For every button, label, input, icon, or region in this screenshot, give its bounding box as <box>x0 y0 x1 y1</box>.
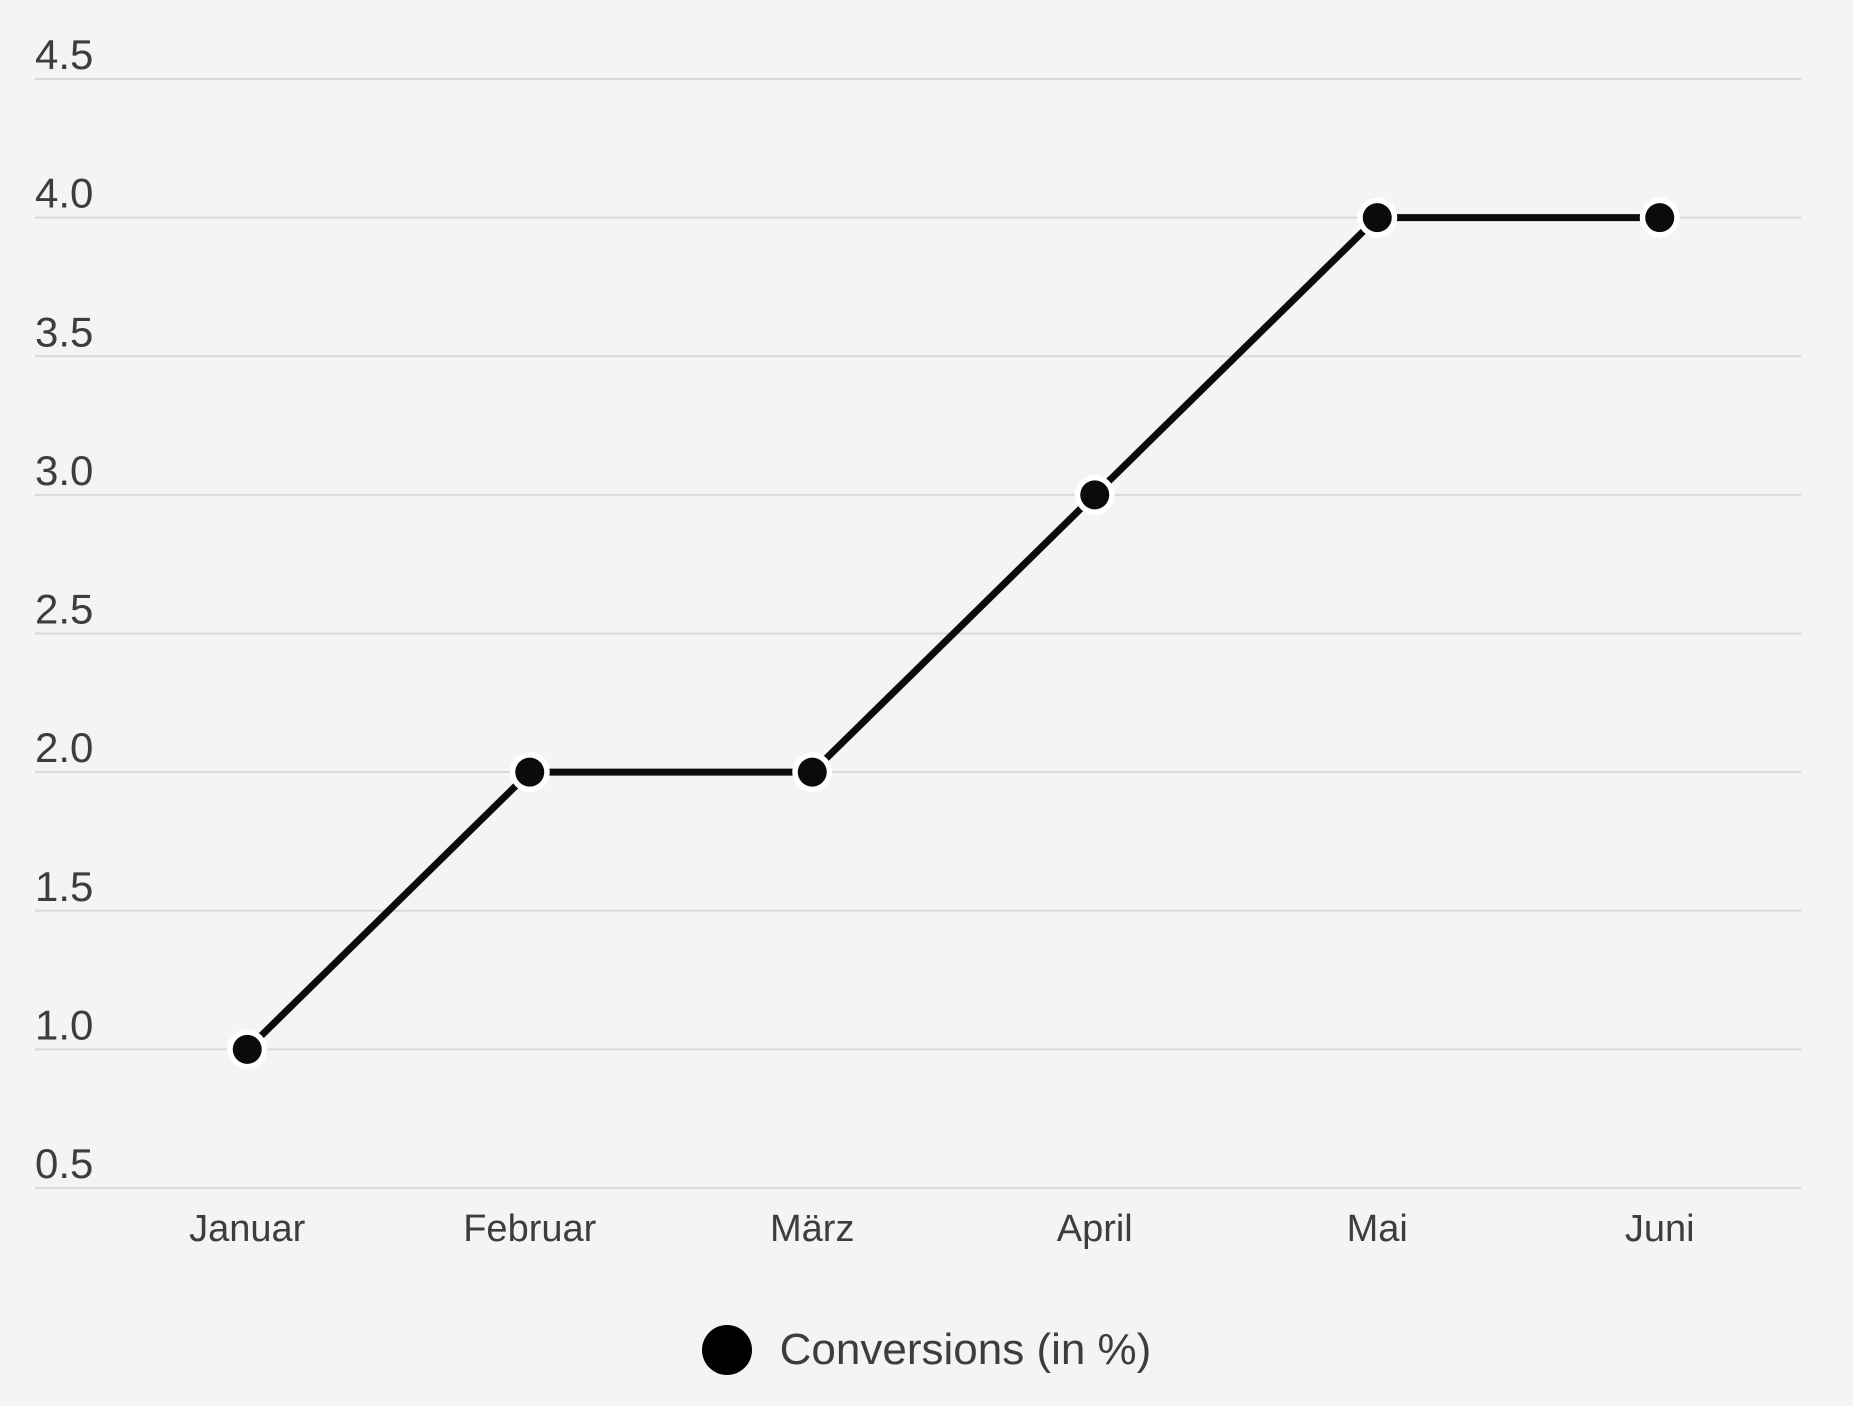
data-line <box>243 214 1664 1053</box>
legend: Conversions (in %) <box>0 1322 1853 1378</box>
x-axis-label: März <box>770 1208 854 1250</box>
y-tick-label: 2.0 <box>35 724 93 771</box>
data-point[interactable] <box>1080 480 1110 510</box>
y-tick-label: 2.5 <box>35 586 93 633</box>
legend-item-label: Conversions (in %) <box>779 1325 1152 1374</box>
x-axis-label: Februar <box>463 1208 596 1250</box>
legend-item-conversions[interactable]: Conversions (in %) <box>701 1325 1152 1375</box>
data-point[interactable] <box>232 1034 262 1064</box>
circle-marker-icon <box>701 1325 752 1375</box>
x-axis-label: Juni <box>1625 1208 1695 1250</box>
y-tick-label: 4.0 <box>35 170 93 217</box>
data-point[interactable] <box>797 757 827 787</box>
y-tick-label: 4.5 <box>35 31 93 78</box>
y-tick-label: 1.0 <box>35 1001 93 1048</box>
y-tick-label: 3.5 <box>35 308 93 355</box>
x-axis-label: April <box>1057 1208 1133 1250</box>
y-tick-label: 1.5 <box>35 863 93 910</box>
data-point[interactable] <box>515 757 545 787</box>
y-tick-label: 0.5 <box>35 1140 93 1187</box>
y-tick-label: 3.0 <box>35 447 93 494</box>
x-axis-label: Januar <box>189 1208 306 1250</box>
data-point[interactable] <box>1645 203 1675 233</box>
x-axis-label: Mai <box>1347 1208 1408 1250</box>
data-point[interactable] <box>1362 203 1392 233</box>
